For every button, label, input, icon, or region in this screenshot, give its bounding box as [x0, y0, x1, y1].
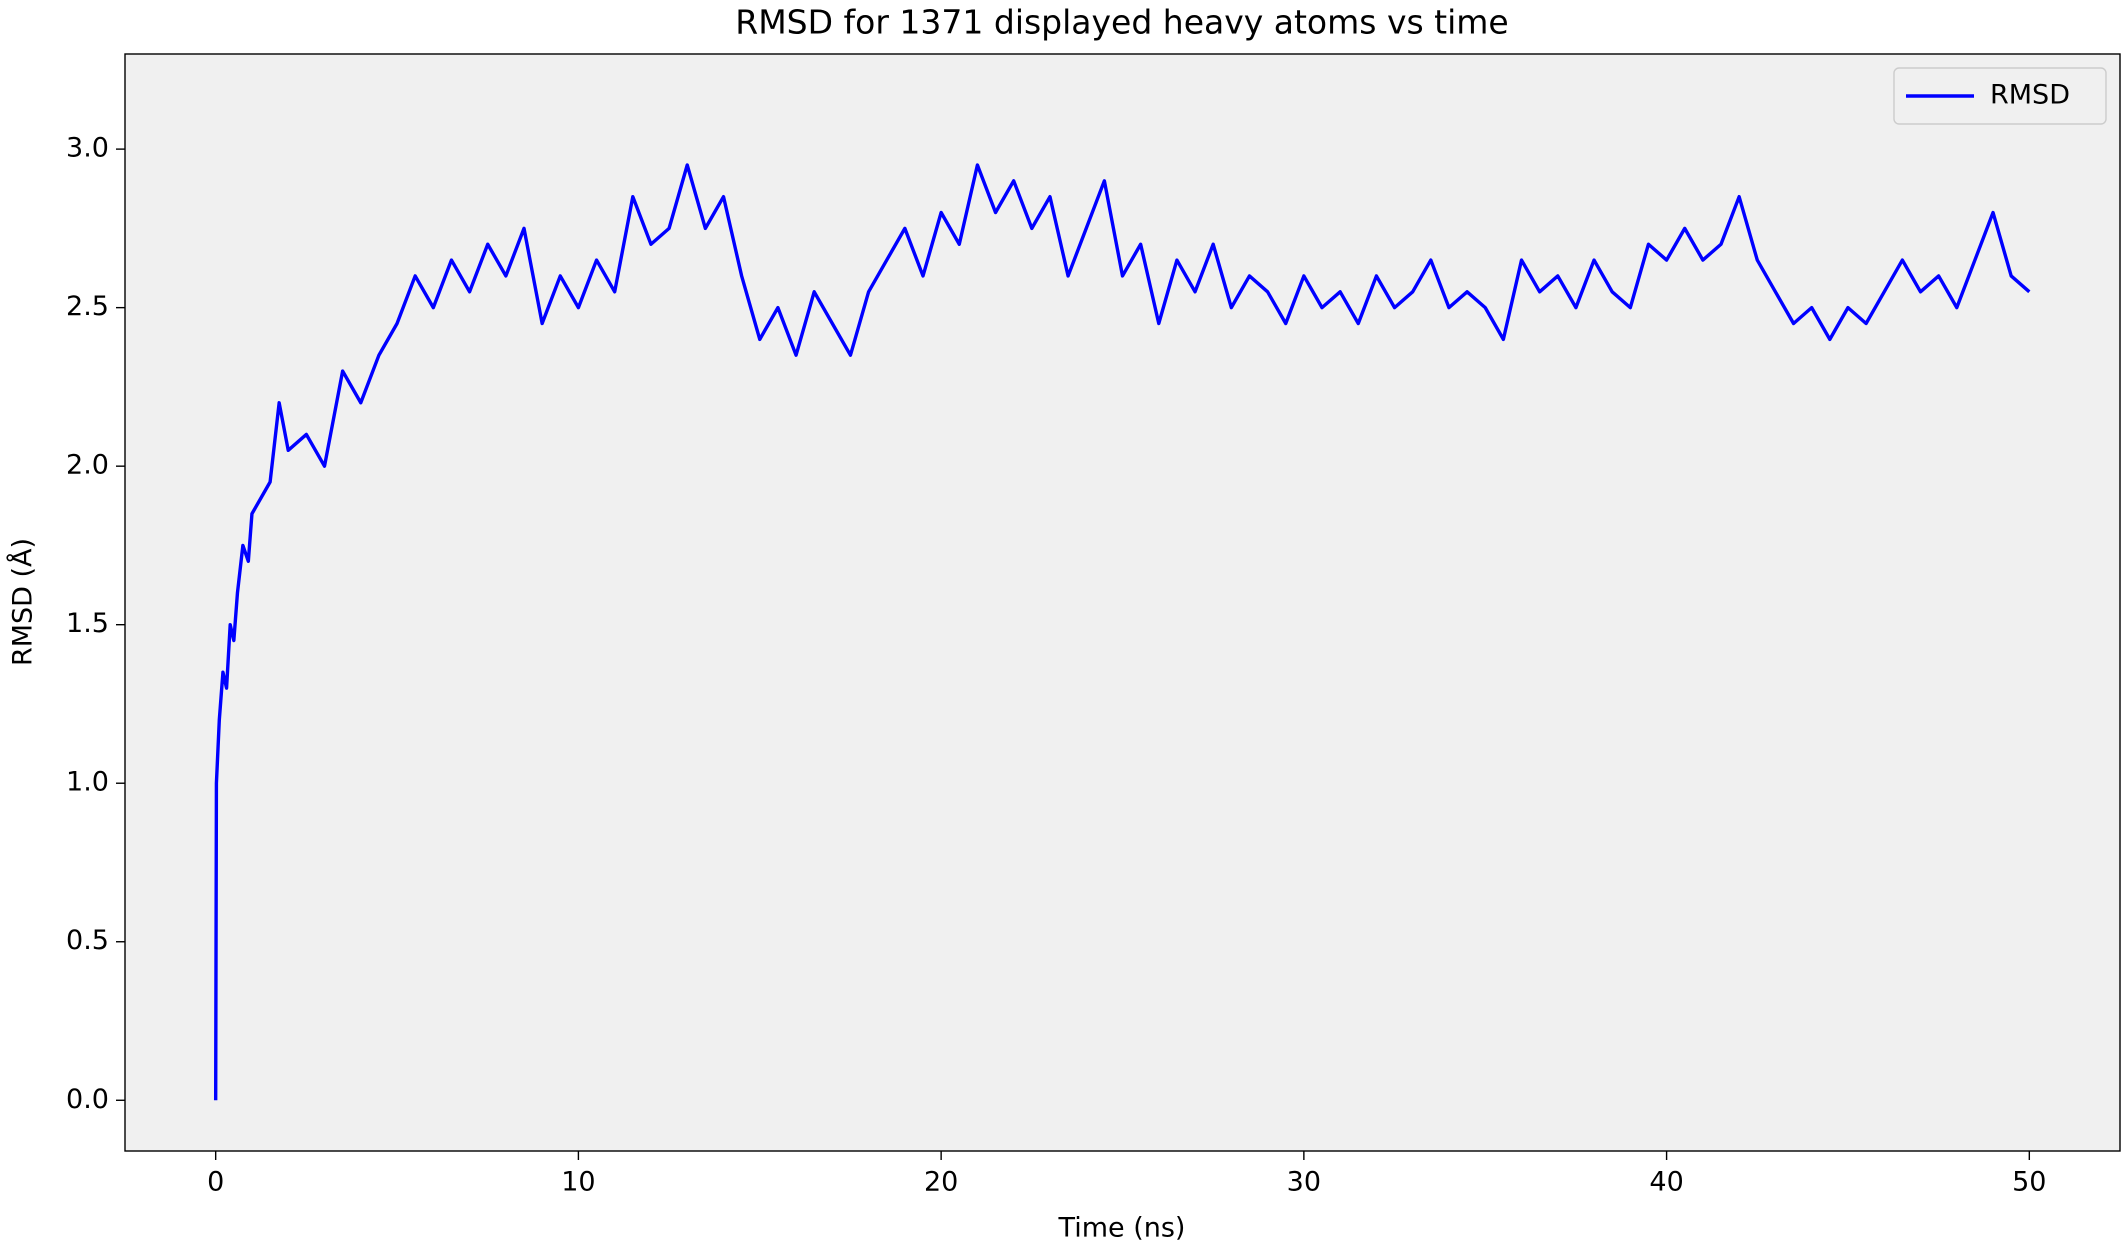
- y-tick-label: 1.0: [66, 767, 109, 798]
- x-tick-label: 50: [2012, 1167, 2046, 1198]
- axes-frame: [124, 53, 2121, 1152]
- y-tick-label: 0.5: [66, 925, 109, 956]
- y-tick-label: 2.5: [66, 291, 109, 322]
- y-tick-label: 3.0: [66, 133, 109, 164]
- y-tick-label: 2.0: [66, 450, 109, 481]
- chart-title: RMSD for 1371 displayed heavy atoms vs t…: [735, 3, 1508, 42]
- x-tick-label: 40: [1649, 1167, 1683, 1198]
- x-tick-label: 20: [924, 1167, 958, 1198]
- plot-area: [125, 54, 2120, 1151]
- y-tick-label: 1.5: [66, 608, 109, 639]
- x-tick-label: 30: [1287, 1167, 1321, 1198]
- x-tick-label: 10: [561, 1167, 595, 1198]
- legend-box: [1893, 67, 2107, 125]
- y-tick-label: 0.0: [66, 1084, 109, 1115]
- y-axis-label: RMSD (Å): [7, 538, 39, 666]
- x-tick-label: 0: [207, 1167, 224, 1198]
- x-axis-label: Time (ns): [1058, 1213, 1186, 1244]
- data-line: [213, 163, 2031, 1101]
- legend-label: RMSD: [1990, 80, 2070, 111]
